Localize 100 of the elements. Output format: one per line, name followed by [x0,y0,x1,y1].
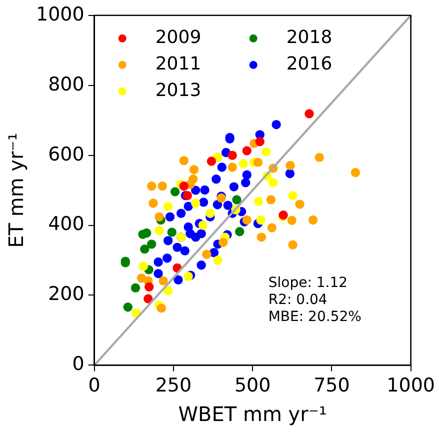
point [267,223,276,232]
point [206,208,215,218]
point [142,228,152,238]
point [176,208,186,218]
y-tick-label: 800 [48,73,84,96]
point [304,109,314,118]
point [262,147,271,156]
point [266,195,276,204]
point [350,168,360,178]
point [165,212,175,222]
point [235,226,244,236]
point [163,236,173,246]
point [163,202,173,211]
point [158,276,168,286]
point [213,152,222,162]
annotation: R2: 0.04 [268,292,328,308]
point [256,232,266,242]
point [255,137,264,146]
annotation: MBE: 20.52% [268,309,362,326]
point [179,182,189,191]
point [154,268,163,278]
legend-label: 2016 [286,54,332,75]
y-tick-label: 400 [48,213,84,236]
point [170,187,180,196]
point [295,200,304,209]
x-tick-label: 250 [155,374,192,397]
y-axis-title: ET mm yr⁻¹ [4,132,28,248]
point [242,170,252,180]
point [268,178,278,188]
point [212,200,222,210]
point [288,190,298,200]
point [148,198,158,208]
point [184,272,193,281]
point [242,146,252,156]
point [147,182,156,191]
point [156,304,166,313]
point [223,200,233,210]
point [154,212,164,222]
point [272,120,281,130]
point [288,240,298,250]
legend-label: 2011 [155,54,202,75]
x-tick-label: 1000 [386,374,436,397]
legend-label: 2009 [155,27,202,48]
point [238,159,248,168]
y-tick-label: 0 [72,353,84,376]
point [186,229,195,238]
x-axis-title: WBET mm yr⁻¹ [178,402,327,426]
point [154,257,163,267]
annotation: Slope: 1.12 [268,275,348,292]
point [154,226,164,236]
point [206,156,216,166]
point [217,162,226,172]
point [198,220,208,230]
point [212,174,221,184]
x-tick-label: 500 [234,374,271,397]
point [229,182,239,192]
point [196,229,206,238]
point [287,216,296,225]
y-tick-label: 600 [48,143,84,166]
point [232,195,242,204]
point [308,215,318,225]
point [200,185,210,195]
point [123,302,132,312]
point [213,256,222,265]
point [174,275,183,284]
point [191,198,200,208]
point [254,196,264,206]
y-tick-label: 200 [48,283,84,306]
point [180,246,190,256]
point [242,215,252,225]
y-tick-label: 1000 [36,3,84,26]
point [130,283,140,292]
point [218,238,228,248]
point [144,282,154,292]
point [189,165,199,174]
legend-label: 2013 [155,80,202,102]
point [140,244,150,254]
point [172,242,182,252]
point [256,215,266,225]
point [138,262,148,271]
point [147,240,156,249]
point [163,286,173,296]
point [286,160,295,170]
point [179,156,189,166]
point [202,250,212,259]
point [158,182,167,191]
x-tick-label: 0 [88,374,100,397]
point [162,254,172,263]
point [253,158,263,167]
point [285,168,295,178]
point [314,152,324,162]
point [228,150,237,160]
point [191,186,200,195]
point [184,202,193,211]
point [196,260,206,270]
x-tick-label: 750 [314,374,350,397]
legend-label: 2018 [286,27,332,48]
point [228,162,237,172]
point [167,228,176,237]
point [144,294,153,304]
